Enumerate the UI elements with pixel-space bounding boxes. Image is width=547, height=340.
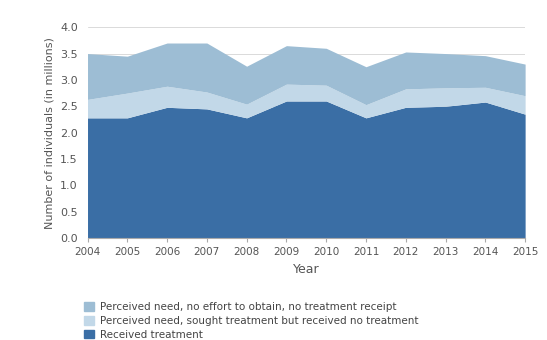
Legend: Perceived need, no effort to obtain, no treatment receipt, Perceived need, sough: Perceived need, no effort to obtain, no … <box>84 302 418 340</box>
Y-axis label: Number of individuals (in millions): Number of individuals (in millions) <box>44 37 55 228</box>
X-axis label: Year: Year <box>293 262 319 276</box>
